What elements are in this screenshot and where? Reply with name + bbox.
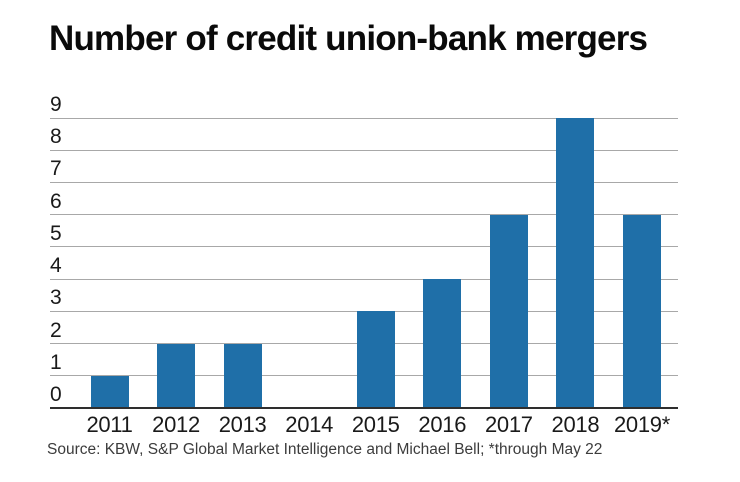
gridline — [50, 149, 678, 151]
chart-title: Number of credit union-bank mergers — [49, 19, 648, 58]
x-axis-line — [50, 407, 678, 409]
bar-2016 — [423, 279, 462, 408]
x-tick-label: 2018 — [551, 412, 600, 437]
y-tick-label: 9 — [50, 93, 62, 116]
y-tick-label: 1 — [50, 350, 62, 374]
y-tick-label: 0 — [50, 383, 62, 406]
y-tick-label: 3 — [50, 286, 62, 310]
bar-2019 — [622, 214, 661, 408]
y-tick-label: 8 — [50, 125, 62, 149]
x-tick-label: 2014 — [285, 412, 334, 437]
x-tick-label: 2017 — [484, 412, 533, 437]
bar-2011 — [90, 375, 129, 408]
y-tick-label: 6 — [50, 189, 62, 213]
gridline — [50, 181, 678, 183]
y-tick-label: 2 — [50, 318, 62, 342]
x-tick-label: 2015 — [351, 412, 400, 437]
x-tick-label: 2016 — [418, 412, 467, 437]
bar-2015 — [356, 311, 395, 408]
bar-2018 — [556, 118, 595, 408]
gridline — [50, 278, 678, 280]
y-tick-label: 4 — [50, 254, 62, 278]
x-tick-label: 2013 — [218, 412, 267, 437]
y-tick-label: 7 — [50, 157, 62, 181]
x-tick-label: 2019* — [613, 412, 670, 437]
source-note: Source: KBW, S&P Global Market Intellige… — [47, 441, 603, 458]
gridline — [50, 214, 678, 216]
x-tick-label: 2012 — [152, 412, 200, 437]
x-tick-label: 2011 — [86, 412, 133, 437]
bar-2012 — [157, 343, 196, 408]
bar-2013 — [223, 343, 262, 408]
gridline — [50, 117, 678, 119]
bar-2017 — [489, 214, 528, 408]
gridline — [50, 246, 678, 248]
y-tick-label: 5 — [50, 221, 62, 245]
